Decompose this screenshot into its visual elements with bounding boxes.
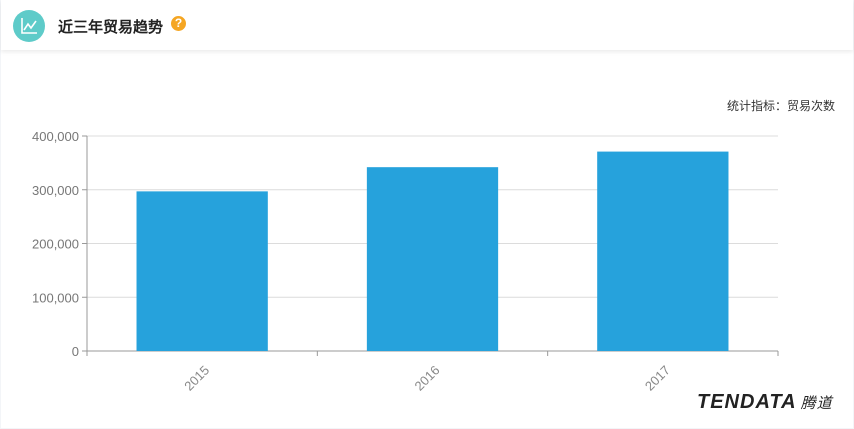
line-chart-icon <box>13 10 45 42</box>
x-tick-label: 2017 <box>642 363 673 394</box>
y-tick-label: 100,000 <box>32 290 79 305</box>
bar-2017 <box>597 151 729 351</box>
y-tick-label: 300,000 <box>32 183 79 198</box>
page-title: 近三年贸易趋势 <box>58 18 164 36</box>
y-tick-label: 0 <box>72 344 79 359</box>
bar-2016 <box>366 167 499 351</box>
y-tick-label: 200,000 <box>32 237 79 252</box>
tendata-logo: TENDATA 腾道 <box>697 391 833 413</box>
x-tick-label: 2015 <box>181 363 212 394</box>
y-tick-label: 400,000 <box>32 129 79 144</box>
x-tick-label: 2016 <box>412 363 443 394</box>
question-circle-icon[interactable]: ? <box>171 16 186 31</box>
bar-2015 <box>136 191 268 351</box>
card-header: 近三年贸易趋势 ? <box>1 0 853 50</box>
metric-label: 统计指标：贸易次数 <box>726 99 835 113</box>
